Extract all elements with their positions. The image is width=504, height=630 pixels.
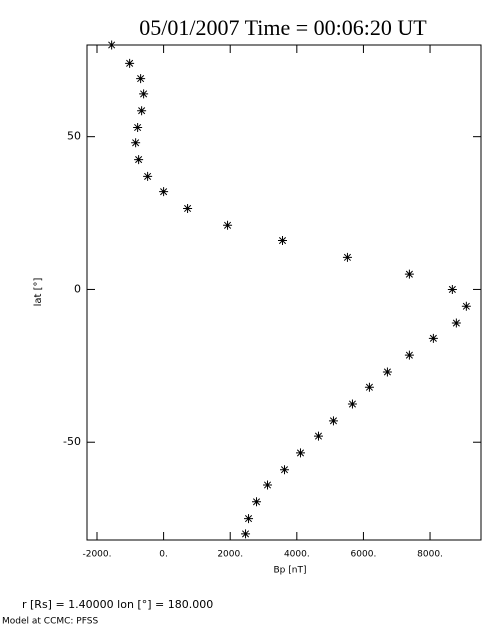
point — [428, 333, 438, 343]
point — [347, 399, 357, 409]
y-tick-label: -50 — [63, 435, 81, 448]
x-tick-label: 4000. — [284, 550, 310, 560]
x-tick-label: -2000. — [82, 550, 111, 560]
point — [342, 252, 352, 262]
point — [451, 318, 461, 328]
point — [241, 529, 251, 539]
point — [447, 284, 457, 294]
point — [131, 138, 141, 148]
point — [382, 367, 392, 377]
x-tick-label: 0. — [159, 550, 168, 560]
point — [137, 106, 147, 116]
point — [107, 40, 117, 50]
y-axis-label: lat [°] — [33, 277, 44, 306]
x-tick-label: 6000. — [351, 550, 377, 560]
point — [461, 301, 471, 311]
point — [328, 416, 338, 426]
chart-title: 05/01/2007 Time = 00:06:20 UT — [139, 15, 427, 40]
point — [263, 480, 273, 490]
point — [295, 448, 305, 458]
point — [133, 123, 143, 132]
x-tick-label: 2000. — [217, 550, 243, 560]
point — [183, 203, 193, 213]
point — [134, 155, 144, 165]
footer-text: Model at CCMC: PFSS — [2, 617, 98, 627]
point — [159, 187, 169, 197]
point — [125, 58, 135, 68]
x-tick-label: 8000. — [417, 550, 443, 560]
point — [313, 431, 323, 441]
plot-frame — [86, 44, 482, 541]
point — [252, 497, 262, 507]
point — [364, 382, 374, 392]
point — [136, 74, 146, 84]
point — [244, 514, 254, 524]
y-tick-label: 0 — [74, 282, 81, 295]
point — [404, 350, 414, 360]
point — [223, 220, 233, 230]
point — [404, 269, 414, 279]
point — [139, 89, 149, 99]
x-axis-label: Bp [nT] — [274, 566, 307, 576]
point — [280, 465, 289, 475]
footer-text: r [Rs] = 1.40000 lon [°] = 180.000 — [22, 598, 213, 611]
point — [278, 236, 288, 246]
y-tick-label: 50 — [67, 130, 81, 143]
point — [143, 171, 153, 181]
